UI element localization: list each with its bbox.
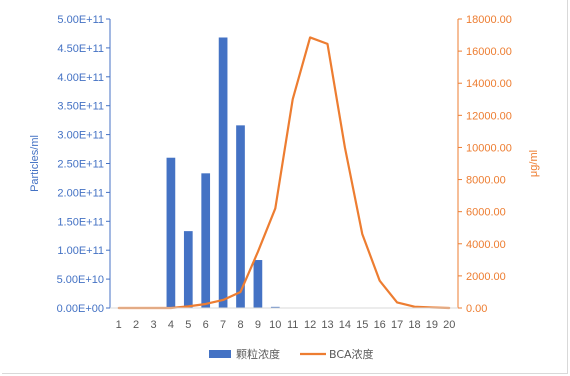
- x-tick-label: 6: [203, 319, 209, 331]
- x-tick-label: 14: [339, 319, 351, 331]
- left-tick-label: 1.00E+11: [57, 245, 104, 257]
- right-tick-label: 12000.00: [466, 110, 512, 122]
- left-axis-ticks: 0.00E+00 5.00E+10 1.00E+11 1.50E+11 2.00E+11…: [57, 14, 110, 315]
- right-tick-label: 2000.00: [466, 271, 506, 283]
- x-tick-label: 1: [116, 319, 122, 331]
- x-tick-label: 11: [287, 319, 298, 331]
- x-tick-label: 4: [168, 319, 174, 331]
- right-tick-label: 18000.00: [466, 14, 512, 26]
- x-tick-label: 2: [133, 319, 139, 331]
- right-tick-label: 8000.00: [466, 175, 506, 187]
- x-tick-label: 15: [356, 319, 368, 331]
- left-tick-label: 3.50E+11: [57, 101, 104, 113]
- right-axis-ticks: 0.00 2000.00 4000.00 6000.00 8000.00 10000.00…: [458, 14, 512, 315]
- bar-series: [166, 37, 280, 309]
- bar: [183, 231, 193, 308]
- bar: [218, 37, 228, 308]
- x-tick-label: 10: [269, 319, 281, 331]
- right-tick-label: 10000.00: [466, 142, 512, 154]
- left-tick-label: 0.00E+00: [57, 303, 104, 315]
- x-tick-label: 8: [237, 319, 243, 331]
- bar: [270, 306, 280, 308]
- bar: [166, 157, 176, 308]
- left-tick-label: 5.00E+11: [57, 14, 104, 26]
- x-tick-label: 20: [443, 319, 455, 331]
- left-tick-label: 2.00E+11: [57, 187, 104, 199]
- left-tick-label: 4.50E+11: [57, 43, 104, 55]
- x-tick-label: 18: [408, 319, 420, 331]
- x-tick-label: 3: [150, 319, 156, 331]
- x-axis-ticks: 1 2 3 4 5 6 7 8 9 10 11 12 13 14 15 16 17 18 19 20: [116, 319, 456, 331]
- right-tick-label: 6000.00: [466, 207, 506, 219]
- x-tick-label: 12: [304, 319, 316, 331]
- bar: [201, 173, 211, 308]
- left-tick-label: 1.50E+11: [57, 216, 104, 228]
- legend: 颗粒浓度 BCA浓度: [209, 347, 374, 361]
- legend-bar-label: 颗粒浓度: [236, 347, 280, 361]
- bar: [236, 125, 245, 309]
- x-tick-label: 7: [220, 319, 226, 331]
- left-tick-label: 2.50E+11: [57, 159, 104, 171]
- x-tick-label: 13: [321, 319, 333, 331]
- right-tick-label: 14000.00: [466, 78, 512, 90]
- x-tick-label: 17: [391, 319, 403, 331]
- right-tick-label: 16000.00: [466, 46, 512, 58]
- left-tick-label: 3.00E+11: [57, 130, 104, 142]
- right-tick-label: 4000.00: [466, 239, 506, 251]
- x-tick-label: 5: [185, 319, 191, 331]
- left-tick-label: 5.00E+10: [57, 274, 104, 286]
- right-axis-title: μg/ml: [528, 150, 540, 177]
- axes: [109, 19, 459, 309]
- right-tick-label: 0.00: [466, 303, 487, 315]
- bar: [253, 260, 263, 308]
- x-tick-label: 19: [426, 319, 438, 331]
- left-tick-label: 4.00E+11: [57, 72, 104, 84]
- x-tick-label: 9: [255, 319, 261, 331]
- left-axis-title: Particles/ml: [29, 135, 41, 192]
- legend-bar-swatch: [209, 350, 231, 358]
- x-tick-label: 16: [374, 319, 386, 331]
- legend-line-label: BCA浓度: [329, 347, 374, 361]
